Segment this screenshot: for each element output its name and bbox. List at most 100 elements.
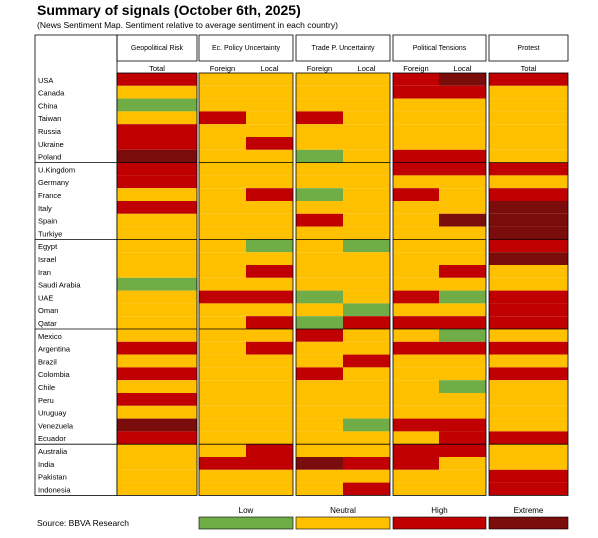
heatmap-cell: [439, 290, 486, 304]
heatmap-cell: [343, 444, 390, 457]
legend-label: Extreme: [514, 506, 544, 515]
country-label: Chile: [38, 383, 55, 392]
country-label: UAE: [38, 293, 53, 302]
heatmap-cell: [296, 482, 343, 496]
country-label: Poland: [38, 153, 61, 162]
group-header-box: [198, 34, 294, 62]
heatmap-cell: [343, 341, 390, 355]
country-label: Spain: [38, 217, 57, 226]
column-subheader-label: Total: [521, 64, 537, 73]
legend-label: High: [431, 506, 447, 515]
heatmap-cell: [439, 239, 486, 253]
heatmap-cell: [117, 149, 197, 163]
heatmap-cell: [439, 482, 486, 496]
heatmap-cell: [489, 239, 568, 253]
heatmap-cell: [199, 303, 246, 317]
heatmap-cell: [296, 188, 343, 201]
heatmap-cell: [343, 226, 390, 240]
heatmap-cell: [296, 98, 343, 112]
heatmap-cell: [393, 405, 439, 419]
heatmap-cell: [117, 201, 197, 214]
heatmap-cell: [199, 418, 246, 432]
legend-swatch: [295, 516, 391, 530]
heatmap-cell: [343, 431, 390, 445]
source-note: Source: BBVA Research: [37, 518, 129, 528]
heatmap-cell: [393, 188, 439, 201]
heatmap-cell: [296, 354, 343, 368]
heatmap-cell: [117, 226, 197, 240]
country-label: USA: [38, 76, 53, 85]
heatmap-cell: [296, 457, 343, 470]
heatmap-cell: [343, 239, 390, 253]
heatmap-cell: [343, 290, 390, 304]
heatmap-cell: [439, 149, 486, 163]
country-label: Israel: [38, 255, 57, 264]
heatmap-cell: [489, 175, 568, 189]
country-label: Oman: [38, 306, 58, 315]
heatmap-cell: [246, 111, 293, 125]
heatmap-cell: [117, 239, 197, 253]
heatmap-cell: [117, 124, 197, 137]
heatmap-cell: [439, 201, 486, 214]
heatmap-cell: [117, 367, 197, 381]
heatmap-cell: [439, 277, 486, 291]
heatmap-cell: [439, 354, 486, 368]
heatmap-cell: [393, 201, 439, 214]
heatmap-cell: [343, 201, 390, 214]
heatmap-cell: [117, 188, 197, 201]
heatmap-cell: [393, 380, 439, 393]
heatmap-cell: [117, 329, 197, 342]
heatmap-cell: [439, 469, 486, 483]
heatmap-cell: [246, 367, 293, 381]
heatmap-cell: [296, 431, 343, 445]
heatmap-cell: [439, 213, 486, 227]
heatmap-cell: [489, 457, 568, 470]
heatmap-cell: [343, 482, 390, 496]
heatmap-cell: [393, 252, 439, 265]
heatmap-cell: [296, 303, 343, 317]
heatmap-cell: [489, 380, 568, 393]
heatmap-cell: [296, 252, 343, 265]
heatmap-cell: [343, 175, 390, 189]
country-label: Egypt: [38, 242, 58, 251]
heatmap-cell: [489, 482, 568, 496]
heatmap-cell: [439, 124, 486, 137]
group-block-frame: [488, 72, 569, 496]
heatmap-cell: [393, 393, 439, 406]
heatmap-cell: [296, 111, 343, 125]
heatmap-cell: [343, 149, 390, 163]
column-subheader-label: Foreign: [403, 64, 428, 73]
country-label: Argentina: [38, 345, 71, 354]
country-label: Pakistan: [38, 473, 67, 482]
country-label: France: [38, 191, 61, 200]
heatmap-cell: [246, 329, 293, 342]
heatmap-cell: [393, 354, 439, 368]
heatmap-cell: [117, 137, 197, 150]
heatmap-cell: [246, 457, 293, 470]
country-label: Uruguay: [38, 409, 67, 418]
heatmap-cell: [117, 111, 197, 125]
heatmap-cell: [199, 213, 246, 227]
country-label: Taiwan: [38, 114, 61, 123]
heatmap-cell: [199, 239, 246, 253]
heatmap-cell: [246, 303, 293, 317]
heatmap-cell: [343, 418, 390, 432]
heatmap-cell: [343, 73, 390, 86]
heatmap-cell: [296, 418, 343, 432]
group-header-box: [295, 34, 391, 62]
heatmap-cell: [199, 444, 246, 457]
heatmap-cell: [199, 457, 246, 470]
heatmap-cell: [296, 316, 343, 329]
heatmap-cell: [246, 405, 293, 419]
heatmap-cell: [489, 303, 568, 317]
heatmap-cell: [117, 252, 197, 265]
heatmap-cell: [117, 213, 197, 227]
heatmap-cell: [393, 85, 439, 99]
heatmap-cell: [199, 482, 246, 496]
heatmap-cell: [296, 124, 343, 137]
country-label: Iran: [38, 268, 51, 277]
heatmap-cell: [439, 303, 486, 317]
heatmap-cell: [343, 380, 390, 393]
group-block-frame: [116, 72, 198, 496]
group-header-label: Ec. Policy Uncertainty: [212, 45, 281, 52]
